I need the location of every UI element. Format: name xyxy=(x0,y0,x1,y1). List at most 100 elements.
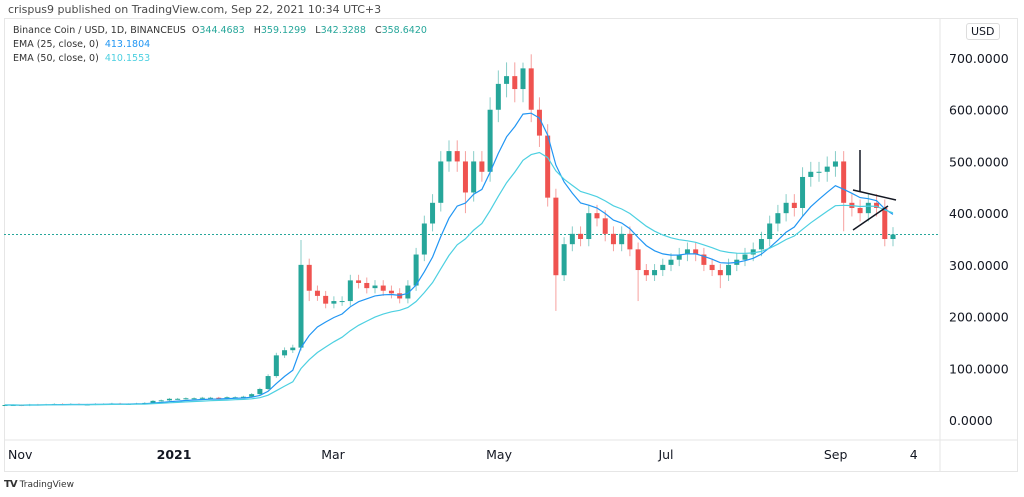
candle-body xyxy=(380,285,386,291)
open-value: 344.4683 xyxy=(199,25,245,36)
candle-body xyxy=(249,394,255,397)
candle-body xyxy=(791,202,797,208)
candle-body xyxy=(528,68,534,110)
footer-logo[interactable]: TV TradingView xyxy=(4,479,74,490)
symbol-row: Binance Coin / USD, 1D, BINANCEUS O344.4… xyxy=(13,24,433,38)
candle-body xyxy=(800,176,806,208)
x-tick-label: Jul xyxy=(657,447,673,462)
candle-body xyxy=(610,233,616,245)
candle-body xyxy=(578,233,584,240)
y-tick-label: 500.0000 xyxy=(949,154,1009,169)
candle-body xyxy=(652,270,658,276)
candle-body xyxy=(767,223,773,240)
y-tick-label: 400.0000 xyxy=(949,206,1009,221)
x-tick-label: May xyxy=(486,447,512,462)
candle-body xyxy=(462,161,468,193)
y-tick-label: 200.0000 xyxy=(949,310,1009,325)
candle-body xyxy=(446,151,452,162)
ema25-row[interactable]: EMA (25, close, 0) 413.1804 xyxy=(13,38,433,52)
candle-body xyxy=(717,270,723,276)
symbol-title: Binance Coin / USD, 1D, BINANCEUS xyxy=(13,25,186,36)
ema50-value: 410.1553 xyxy=(104,53,151,64)
high-label: H xyxy=(253,25,261,36)
candle-body xyxy=(166,398,172,401)
candle-body xyxy=(594,213,600,219)
candle-body xyxy=(224,397,230,399)
triangle-drawing[interactable] xyxy=(852,150,897,231)
candle-body xyxy=(709,264,715,271)
candle-body xyxy=(216,397,222,399)
open-label: O xyxy=(191,25,200,36)
candle-body xyxy=(783,202,789,214)
candle-body xyxy=(208,397,214,399)
candle-body xyxy=(430,202,436,224)
close-value: 358.6420 xyxy=(381,25,427,36)
candle-body xyxy=(347,280,353,302)
candle-body xyxy=(175,398,181,400)
chart-legend: Binance Coin / USD, 1D, BINANCEUS O344.4… xyxy=(13,24,433,66)
drawing-lower-trendline[interactable] xyxy=(852,205,889,231)
candle-body xyxy=(890,234,896,240)
ema50-label: EMA (50, close, 0) xyxy=(13,53,99,64)
candle-body xyxy=(635,249,641,271)
candle-body xyxy=(388,290,394,294)
candle-body xyxy=(857,207,863,214)
x-tick-label: Nov xyxy=(8,447,33,462)
candle-body xyxy=(150,400,156,403)
candle-body xyxy=(668,259,674,265)
candle-body xyxy=(282,350,288,356)
candle-body xyxy=(750,249,756,255)
candle-body xyxy=(314,290,320,296)
high-value: 359.1299 xyxy=(260,25,307,36)
x-tick-label: 2021 xyxy=(157,447,192,462)
footer-brand: TradingView xyxy=(19,479,74,490)
candle-body xyxy=(273,355,279,377)
ema25-label: EMA (25, close, 0) xyxy=(13,39,99,50)
candle-body xyxy=(569,233,575,245)
candle-body xyxy=(421,223,427,255)
candle-body xyxy=(701,254,707,265)
candle-body xyxy=(331,301,337,304)
candle-body xyxy=(536,109,542,136)
currency-button[interactable]: USD xyxy=(966,23,1000,40)
candle-body xyxy=(824,166,830,172)
candle-body xyxy=(520,68,526,90)
candle-body xyxy=(265,376,271,389)
candle-body xyxy=(512,76,518,90)
candle-body xyxy=(339,301,345,303)
candle-body xyxy=(471,161,477,193)
candle-body xyxy=(726,264,732,276)
candle-body xyxy=(693,249,699,255)
candle-body xyxy=(586,213,592,240)
candle-body xyxy=(364,282,370,289)
candle-body xyxy=(619,233,625,245)
candle-body xyxy=(832,161,838,167)
candle-body xyxy=(372,285,378,289)
chart-frame xyxy=(4,18,1018,472)
ema50-row[interactable]: EMA (50, close, 0) 410.1553 xyxy=(13,52,433,66)
drawing-upper-trendline[interactable] xyxy=(852,189,897,201)
candle-body xyxy=(438,161,444,203)
candle-body xyxy=(306,264,312,291)
candle-body xyxy=(413,254,419,286)
candle-body xyxy=(323,295,329,304)
candle-body xyxy=(257,388,263,395)
candle-body xyxy=(158,400,164,402)
candle-body xyxy=(405,285,411,299)
candle-body xyxy=(356,280,362,283)
y-tick-label: 600.0000 xyxy=(949,103,1009,118)
candle-body xyxy=(290,347,296,351)
x-tick-label: 4 xyxy=(910,447,918,462)
candle-body xyxy=(553,197,559,276)
candle-body xyxy=(627,233,633,250)
low-value: 342.3288 xyxy=(320,25,366,36)
tradingview-logo-icon: TV xyxy=(4,479,18,490)
candle-body xyxy=(676,254,682,260)
candle-body xyxy=(882,207,888,240)
candle-body xyxy=(660,264,666,271)
candle-body xyxy=(298,264,304,348)
candle-body xyxy=(643,270,649,276)
candle-body xyxy=(545,135,551,198)
candle-body xyxy=(841,161,847,203)
